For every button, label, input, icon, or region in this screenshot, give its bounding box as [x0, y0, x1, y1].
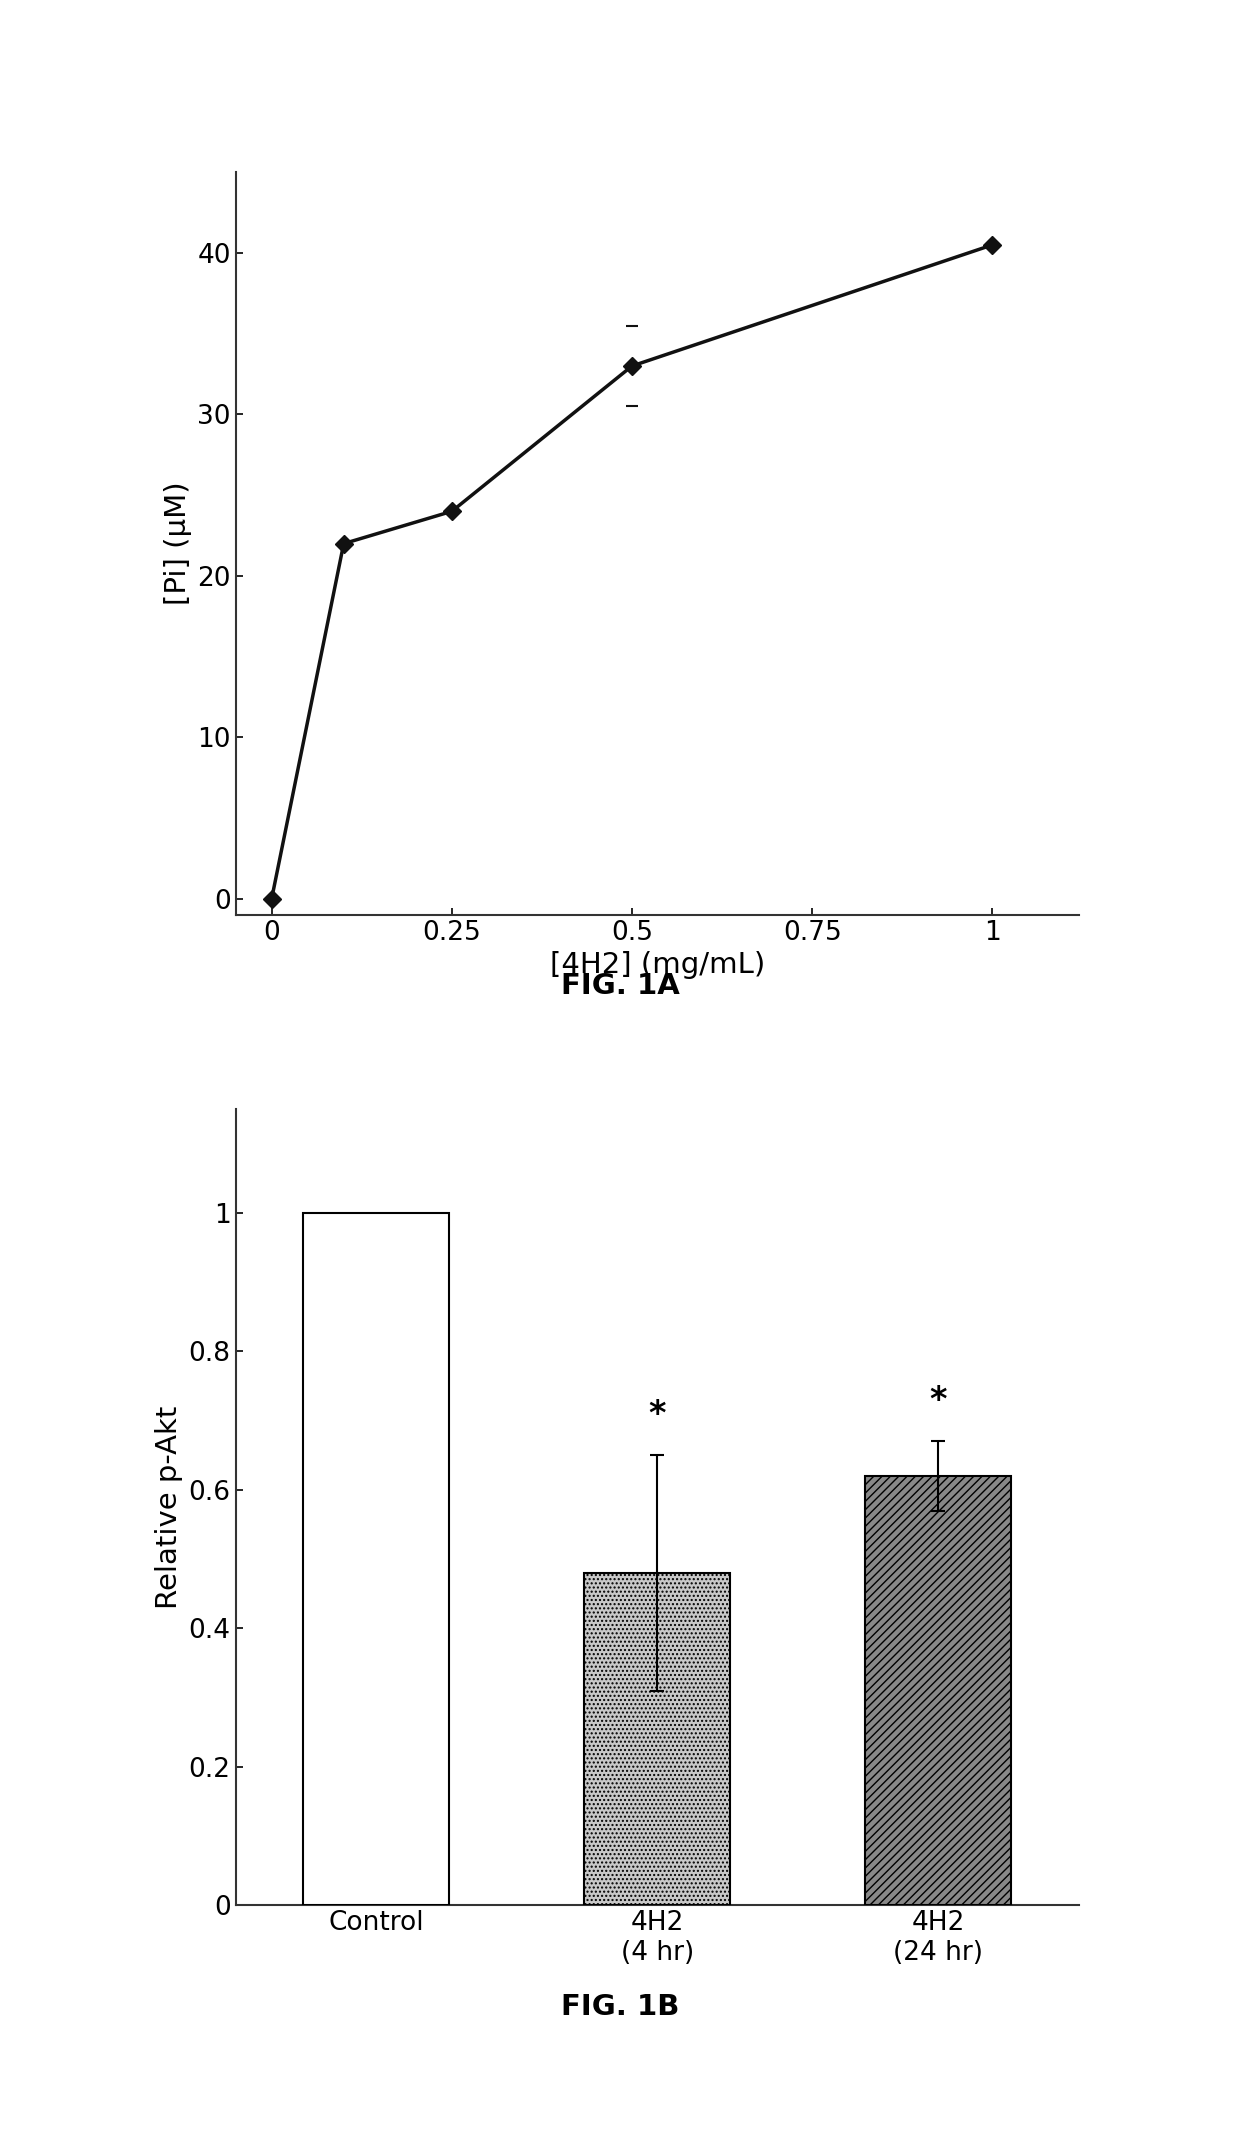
Bar	[866, 1477, 1012, 1905]
Text: *: *	[930, 1384, 947, 1417]
Y-axis label: [Pi] (μM): [Pi] (μM)	[164, 482, 192, 605]
Y-axis label: Relative p-Akt: Relative p-Akt	[155, 1406, 184, 1608]
Bar	[584, 1574, 730, 1905]
Text: FIG. 1B: FIG. 1B	[560, 1992, 680, 2022]
X-axis label: [4H2] (mg/mL): [4H2] (mg/mL)	[549, 952, 765, 980]
Text: FIG. 1A: FIG. 1A	[560, 971, 680, 1001]
Bar	[303, 1212, 449, 1905]
Text: *: *	[649, 1397, 666, 1432]
